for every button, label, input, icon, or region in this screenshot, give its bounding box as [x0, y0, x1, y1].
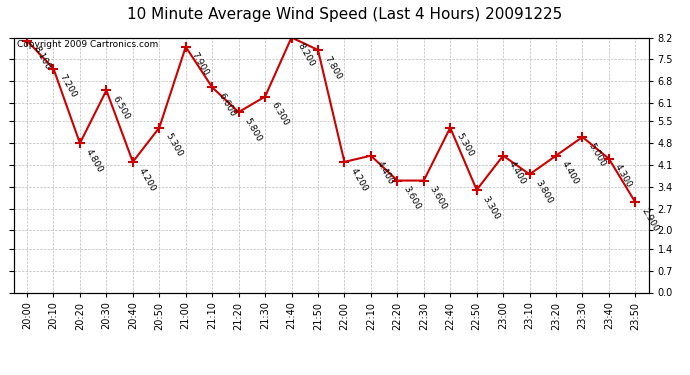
Text: 4.200: 4.200 — [348, 166, 369, 193]
Text: 7.900: 7.900 — [190, 51, 210, 78]
Text: 3.600: 3.600 — [402, 185, 422, 211]
Text: 6.600: 6.600 — [217, 92, 237, 118]
Text: 2.900: 2.900 — [640, 207, 660, 233]
Text: 5.300: 5.300 — [455, 132, 475, 159]
Text: 4.300: 4.300 — [613, 163, 633, 190]
Text: 4.800: 4.800 — [84, 147, 105, 174]
Text: 4.400: 4.400 — [560, 160, 581, 186]
Text: 5.000: 5.000 — [586, 141, 607, 168]
Text: 3.600: 3.600 — [428, 185, 448, 211]
Text: 6.300: 6.300 — [269, 101, 290, 128]
Text: 4.200: 4.200 — [137, 166, 157, 193]
Text: 8.200: 8.200 — [296, 42, 316, 69]
Text: 3.800: 3.800 — [534, 178, 555, 206]
Text: 3.300: 3.300 — [481, 194, 502, 221]
Text: 7.800: 7.800 — [322, 54, 343, 81]
Text: 6.500: 6.500 — [110, 94, 131, 122]
Text: 8.100: 8.100 — [31, 45, 52, 72]
Text: 5.300: 5.300 — [164, 132, 184, 159]
Text: 7.200: 7.200 — [58, 73, 78, 100]
Text: 4.400: 4.400 — [375, 160, 395, 186]
Text: 10 Minute Average Wind Speed (Last 4 Hours) 20091225: 10 Minute Average Wind Speed (Last 4 Hou… — [128, 8, 562, 22]
Text: Copyright 2009 Cartronics.com: Copyright 2009 Cartronics.com — [17, 40, 158, 49]
Text: 5.800: 5.800 — [243, 116, 264, 143]
Text: 4.400: 4.400 — [507, 160, 528, 186]
